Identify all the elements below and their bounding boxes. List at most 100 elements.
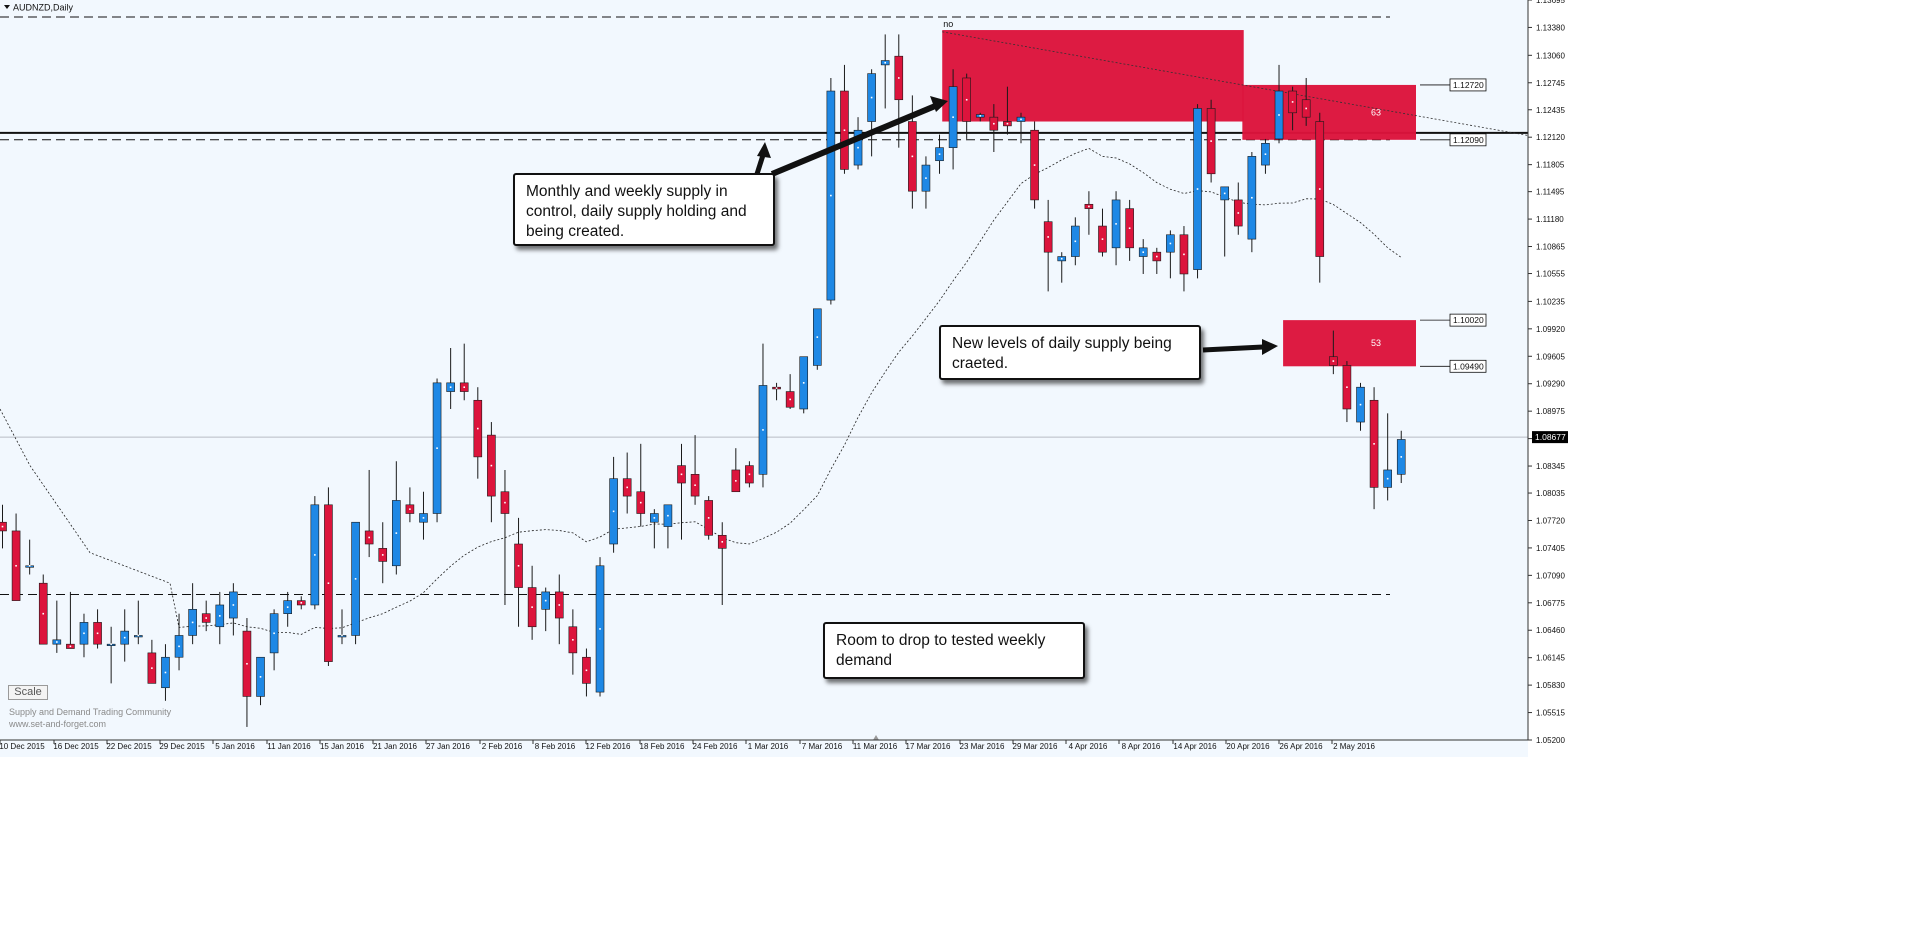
y-tick-label: 1.09605 (1536, 352, 1565, 361)
candle-mid-dot (1400, 456, 1403, 458)
candle-mid-dot (436, 447, 438, 449)
candle-mid-dot (69, 645, 72, 648)
candle-mid-dot (123, 636, 126, 639)
x-tick-label: 18 Feb 2016 (640, 742, 685, 751)
candle-mid-dot (626, 486, 628, 489)
candle-mid-dot (911, 155, 914, 158)
y-tick-label: 1.07720 (1536, 516, 1565, 525)
price-tag-box (1449, 133, 1487, 147)
candle-mid-dot (1142, 251, 1145, 253)
current-price-label: 1.08677 (1535, 432, 1566, 442)
watermark-line-1: Supply and Demand Trading Community (9, 707, 172, 717)
y-tick-label: 1.06145 (1536, 654, 1565, 663)
y-tick-label: 1.07090 (1536, 571, 1565, 580)
zone-label: 63 (1371, 107, 1381, 117)
candle-mid-dot (925, 177, 927, 179)
candle-mid-dot (259, 676, 262, 678)
chart-menu-triangle-icon[interactable] (4, 5, 10, 9)
candle-mid-dot (422, 517, 425, 519)
candle-mid-dot (585, 669, 588, 672)
x-tick-label: 17 Mar 2016 (906, 742, 951, 751)
candle-mid-dot (1006, 122, 1009, 125)
candle-mid-dot (232, 604, 235, 606)
candle-mid-dot (1169, 242, 1172, 245)
y-tick-label: 1.05200 (1536, 736, 1565, 745)
candle-mid-dot (1074, 240, 1077, 243)
candle-mid-dot (993, 122, 995, 125)
price-tag-box (1449, 359, 1487, 373)
y-tick-label: 1.12745 (1536, 79, 1565, 88)
candle-mid-dot (843, 129, 846, 132)
candle-mid-dot (1183, 253, 1185, 256)
y-tick-label: 1.05830 (1536, 681, 1565, 690)
candle-mid-dot (463, 386, 466, 389)
candle-mid-dot (1386, 477, 1389, 480)
candle-mid-dot (1359, 403, 1362, 406)
x-tick-label: 24 Feb 2016 (693, 742, 738, 751)
candle-mid-dot (707, 517, 710, 519)
candle-mid-dot (56, 641, 58, 643)
candle-mid-dot (1047, 236, 1049, 238)
candle-mid-dot (1291, 101, 1294, 103)
candle-mid-dot (218, 615, 221, 617)
candle-mid-dot (938, 153, 941, 155)
y-tick-label: 1.10865 (1536, 243, 1565, 252)
candle-mid-dot (870, 96, 873, 99)
candle-mid-dot (680, 473, 683, 476)
supply-zone (942, 30, 1244, 122)
price-chart[interactable]: no 63 53 1.13695 1.13380 1.13060 1.12745 1.124… (0, 0, 1568, 757)
candle-mid-dot (965, 98, 968, 101)
y-tick-label: 1.11495 (1536, 188, 1565, 197)
candle-mid-dot (1373, 443, 1375, 445)
candle-mid-dot (612, 510, 615, 513)
candle-mid-dot (1210, 140, 1212, 142)
candle-mid-dot (368, 536, 370, 539)
candle-mid-dot (748, 473, 751, 476)
candle-mid-dot (830, 194, 832, 197)
callout-text: Room to drop to tested weekly demand (836, 632, 1046, 669)
candle-mid-dot (653, 517, 656, 519)
price-tag-label: 1.12090 (1453, 135, 1484, 145)
candle-mid-dot (1237, 212, 1240, 214)
candle-mid-dot (1318, 188, 1321, 190)
x-tick-label: 29 Dec 2015 (159, 742, 205, 751)
y-tick-label: 1.11805 (1536, 161, 1565, 170)
candle-mid-dot (354, 578, 357, 580)
y-tick-label: 1.11180 (1536, 215, 1564, 224)
time-shift-marker-icon (873, 735, 879, 740)
y-tick-label: 1.09290 (1536, 380, 1565, 389)
candle-mid-dot (1088, 205, 1090, 208)
candle-mid-dot (327, 582, 330, 585)
candle-mid-dot (178, 645, 180, 648)
price-tag-box (1449, 78, 1487, 92)
candle-mid-dot (1060, 257, 1063, 260)
x-tick-label: 2 May 2016 (1333, 742, 1375, 751)
current-price-badge (1532, 431, 1568, 444)
candle-mid-dot (381, 554, 384, 556)
scale-button[interactable]: Scale (8, 685, 48, 700)
candle-mid-dot (544, 599, 547, 602)
candle-mid-dot (314, 554, 316, 556)
candle-mid-dot (1251, 196, 1253, 199)
callout-room-to-drop: Room to drop to tested weekly demand (823, 622, 1085, 679)
y-tick-label: 1.12435 (1536, 106, 1565, 115)
x-tick-label: 10 Dec 2015 (0, 742, 45, 751)
y-tick-label: 1.06775 (1536, 599, 1565, 608)
candle-mid-dot (1223, 192, 1226, 195)
candle-mid-dot (802, 382, 805, 384)
callout-text: Monthly and weekly supply in control, da… (526, 183, 747, 240)
candle-mid-dot (599, 628, 601, 630)
y-tick-label: 1.08345 (1536, 462, 1565, 471)
candle-mid-dot (191, 621, 194, 624)
candle-mid-dot (246, 662, 248, 665)
x-tick-label: 21 Jan 2016 (373, 742, 418, 751)
supply-zones: no 63 53 (942, 19, 1416, 367)
candle-mid-dot (694, 484, 696, 487)
y-tick-label: 1.08035 (1536, 489, 1565, 498)
x-tick-label: 27 Jan 2016 (426, 742, 471, 751)
callout-text: New levels of daily supply being craeted… (952, 335, 1172, 372)
candle-mid-dot (42, 612, 45, 615)
x-tick-label: 8 Feb 2016 (535, 742, 576, 751)
candle-mid-dot (286, 606, 289, 608)
candle-mid-dot (952, 116, 954, 118)
